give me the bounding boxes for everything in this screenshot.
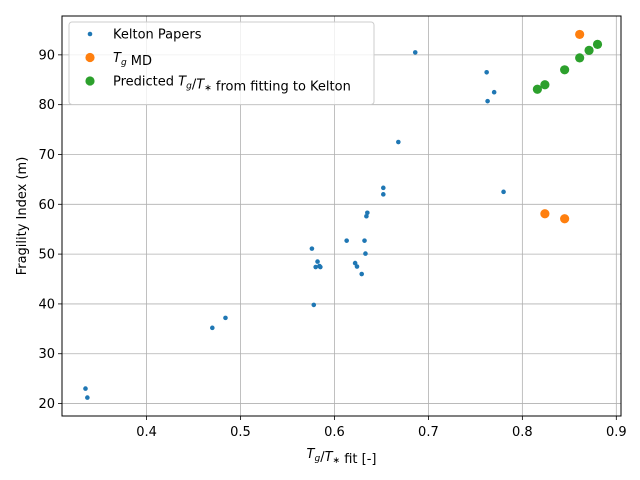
- data-point-series-0: [354, 264, 360, 269]
- x-tick-label: 0.9: [606, 425, 627, 440]
- y-axis-label: Fragility Index (m): [15, 157, 30, 276]
- data-point-series-1: [575, 29, 585, 40]
- y-tick-label: 90: [38, 48, 55, 63]
- data-point-series-0: [396, 139, 401, 145]
- y-tick-label: 60: [38, 198, 55, 213]
- legend-marker: [87, 31, 93, 37]
- data-point-series-0: [381, 192, 386, 197]
- x-tick-label: 0.5: [230, 425, 251, 440]
- data-point-series-0: [309, 246, 315, 251]
- x-tick-label: 0.4: [136, 425, 157, 440]
- x-tick-label: 0.6: [324, 425, 345, 440]
- data-point-series-0: [412, 50, 418, 55]
- data-point-series-0: [344, 238, 349, 243]
- data-point-series-0: [311, 302, 317, 308]
- data-point-series-0: [363, 251, 368, 256]
- data-point-series-0: [210, 325, 215, 331]
- y-tick-label: 40: [38, 297, 55, 312]
- data-point-series-0: [359, 271, 364, 277]
- legend-frame: [68, 21, 375, 105]
- legend-label: Kelton Papers: [113, 28, 202, 43]
- data-point-series-0: [364, 213, 369, 219]
- y-tick-label: 70: [38, 148, 55, 163]
- data-point-series-1: [560, 214, 570, 224]
- data-point-series-0: [318, 264, 323, 270]
- data-point-series-2: [592, 39, 603, 49]
- data-point-series-0: [484, 69, 489, 75]
- data-point-series-0: [85, 395, 90, 400]
- data-points: [83, 29, 603, 400]
- data-point-series-1: [540, 209, 550, 219]
- y-tick-label: 20: [38, 397, 55, 412]
- legend-label: Tg MD: [113, 51, 152, 69]
- data-point-series-0: [362, 238, 367, 243]
- data-point-series-0: [381, 185, 386, 191]
- data-point-series-2: [532, 84, 542, 94]
- data-point-series-0: [223, 315, 228, 321]
- data-point-series-0: [313, 264, 318, 270]
- y-tick-label: 50: [38, 248, 55, 263]
- x-axis-label: Tg/T∗ fit [-]: [307, 447, 377, 467]
- legend-marker: [85, 76, 95, 86]
- plot-frame: [61, 15, 622, 417]
- data-point-series-0: [501, 189, 506, 195]
- data-point-series-0: [83, 386, 88, 391]
- data-point-series-0: [352, 260, 358, 266]
- data-point-series-2: [584, 45, 594, 55]
- x-tick-label: 0.7: [418, 425, 439, 440]
- y-tick-label: 80: [38, 98, 55, 113]
- legend: Kelton Papers Tg MD Predicted Tg/T∗ from f…: [68, 21, 375, 105]
- data-point-series-0: [485, 98, 490, 104]
- data-point-series-2: [540, 80, 550, 90]
- legend-label: Predicted Tg/T∗ from fitting to Kelton: [113, 75, 351, 95]
- data-point-series-2: [560, 65, 570, 75]
- x-tick-label: 0.8: [512, 425, 533, 440]
- axis-ticks: 0.4 0.5 0.6 0.7 0.8 0.9 20 30 40 50 60 70 80 90: [38, 48, 626, 440]
- data-point-series-0: [315, 259, 320, 264]
- data-point-series-0: [365, 210, 370, 216]
- legend-marker: [85, 52, 95, 63]
- data-point-series-0: [491, 89, 497, 95]
- y-tick-label: 30: [38, 347, 55, 362]
- data-point-series-2: [575, 53, 585, 63]
